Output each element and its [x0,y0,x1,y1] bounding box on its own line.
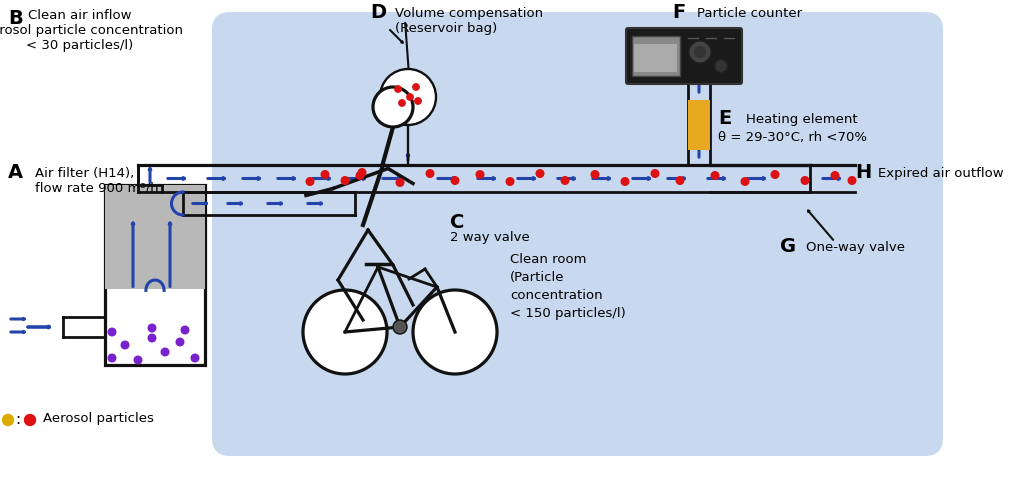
Bar [105,186,205,365]
Circle shape [801,177,809,185]
Circle shape [694,47,706,59]
Text: Aerosol particles: Aerosol particles [43,412,154,425]
Text: C: C [450,213,464,231]
Text: D: D [370,3,386,22]
Circle shape [306,179,313,186]
Bar [105,186,205,290]
Text: Heating element: Heating element [746,113,858,126]
Text: 2 way valve: 2 way valve [450,230,529,243]
Circle shape [176,338,183,346]
Circle shape [415,98,421,105]
Text: θ = 29-30°C, rh <70%: θ = 29-30°C, rh <70% [718,131,867,144]
Circle shape [109,354,116,362]
Text: Volume compensation
(Reservoir bag): Volume compensation (Reservoir bag) [395,7,543,35]
Circle shape [191,354,199,362]
Text: :: : [15,412,20,427]
Circle shape [134,357,141,364]
Circle shape [25,415,36,426]
Text: B: B [8,9,23,28]
Text: F: F [672,3,685,22]
Circle shape [413,290,497,374]
Circle shape [506,179,514,186]
Circle shape [848,177,856,185]
Circle shape [407,95,414,101]
Circle shape [121,341,129,349]
Circle shape [341,177,349,185]
Circle shape [181,326,188,334]
Circle shape [676,177,684,185]
Circle shape [396,180,403,187]
Circle shape [537,170,544,178]
Bar [632,37,680,77]
Circle shape [452,177,459,185]
Circle shape [398,101,406,107]
Circle shape [358,169,366,177]
Circle shape [712,172,719,180]
Text: A: A [8,163,24,181]
Circle shape [356,172,364,180]
Circle shape [561,177,568,185]
Text: H: H [855,163,871,181]
Text: Air filter (H14),
flow rate 900 m³/h: Air filter (H14), flow rate 900 m³/h [35,167,159,194]
Circle shape [161,348,169,356]
Circle shape [831,172,839,180]
Circle shape [476,171,483,179]
Text: Expired air outflow: Expired air outflow [878,167,1004,180]
Circle shape [591,171,599,179]
Circle shape [622,179,629,186]
Circle shape [148,335,156,342]
Text: Particle counter: Particle counter [697,7,802,20]
FancyBboxPatch shape [626,29,742,85]
Text: Clean air inflow
(Aerosol particle concentration
< 30 particles/l): Clean air inflow (Aerosol particle conce… [0,9,183,52]
Circle shape [715,60,727,73]
Circle shape [395,86,401,93]
Text: G: G [780,237,796,255]
Circle shape [380,70,436,126]
Circle shape [373,88,413,128]
Circle shape [2,415,13,426]
Text: Clean room
(Particle
concentration
< 150 particles/l): Clean room (Particle concentration < 150… [510,252,626,319]
Circle shape [393,320,407,334]
Circle shape [741,179,749,186]
Circle shape [426,170,434,178]
Text: E: E [718,109,731,128]
Circle shape [413,84,419,91]
Circle shape [322,171,329,179]
Circle shape [651,170,658,178]
Bar [634,45,677,73]
Circle shape [148,324,156,332]
FancyBboxPatch shape [212,13,943,456]
Text: One-way valve: One-way valve [806,240,905,253]
Circle shape [303,290,387,374]
Circle shape [109,328,116,336]
Circle shape [689,42,711,64]
Circle shape [771,171,779,179]
Bar [688,101,710,151]
